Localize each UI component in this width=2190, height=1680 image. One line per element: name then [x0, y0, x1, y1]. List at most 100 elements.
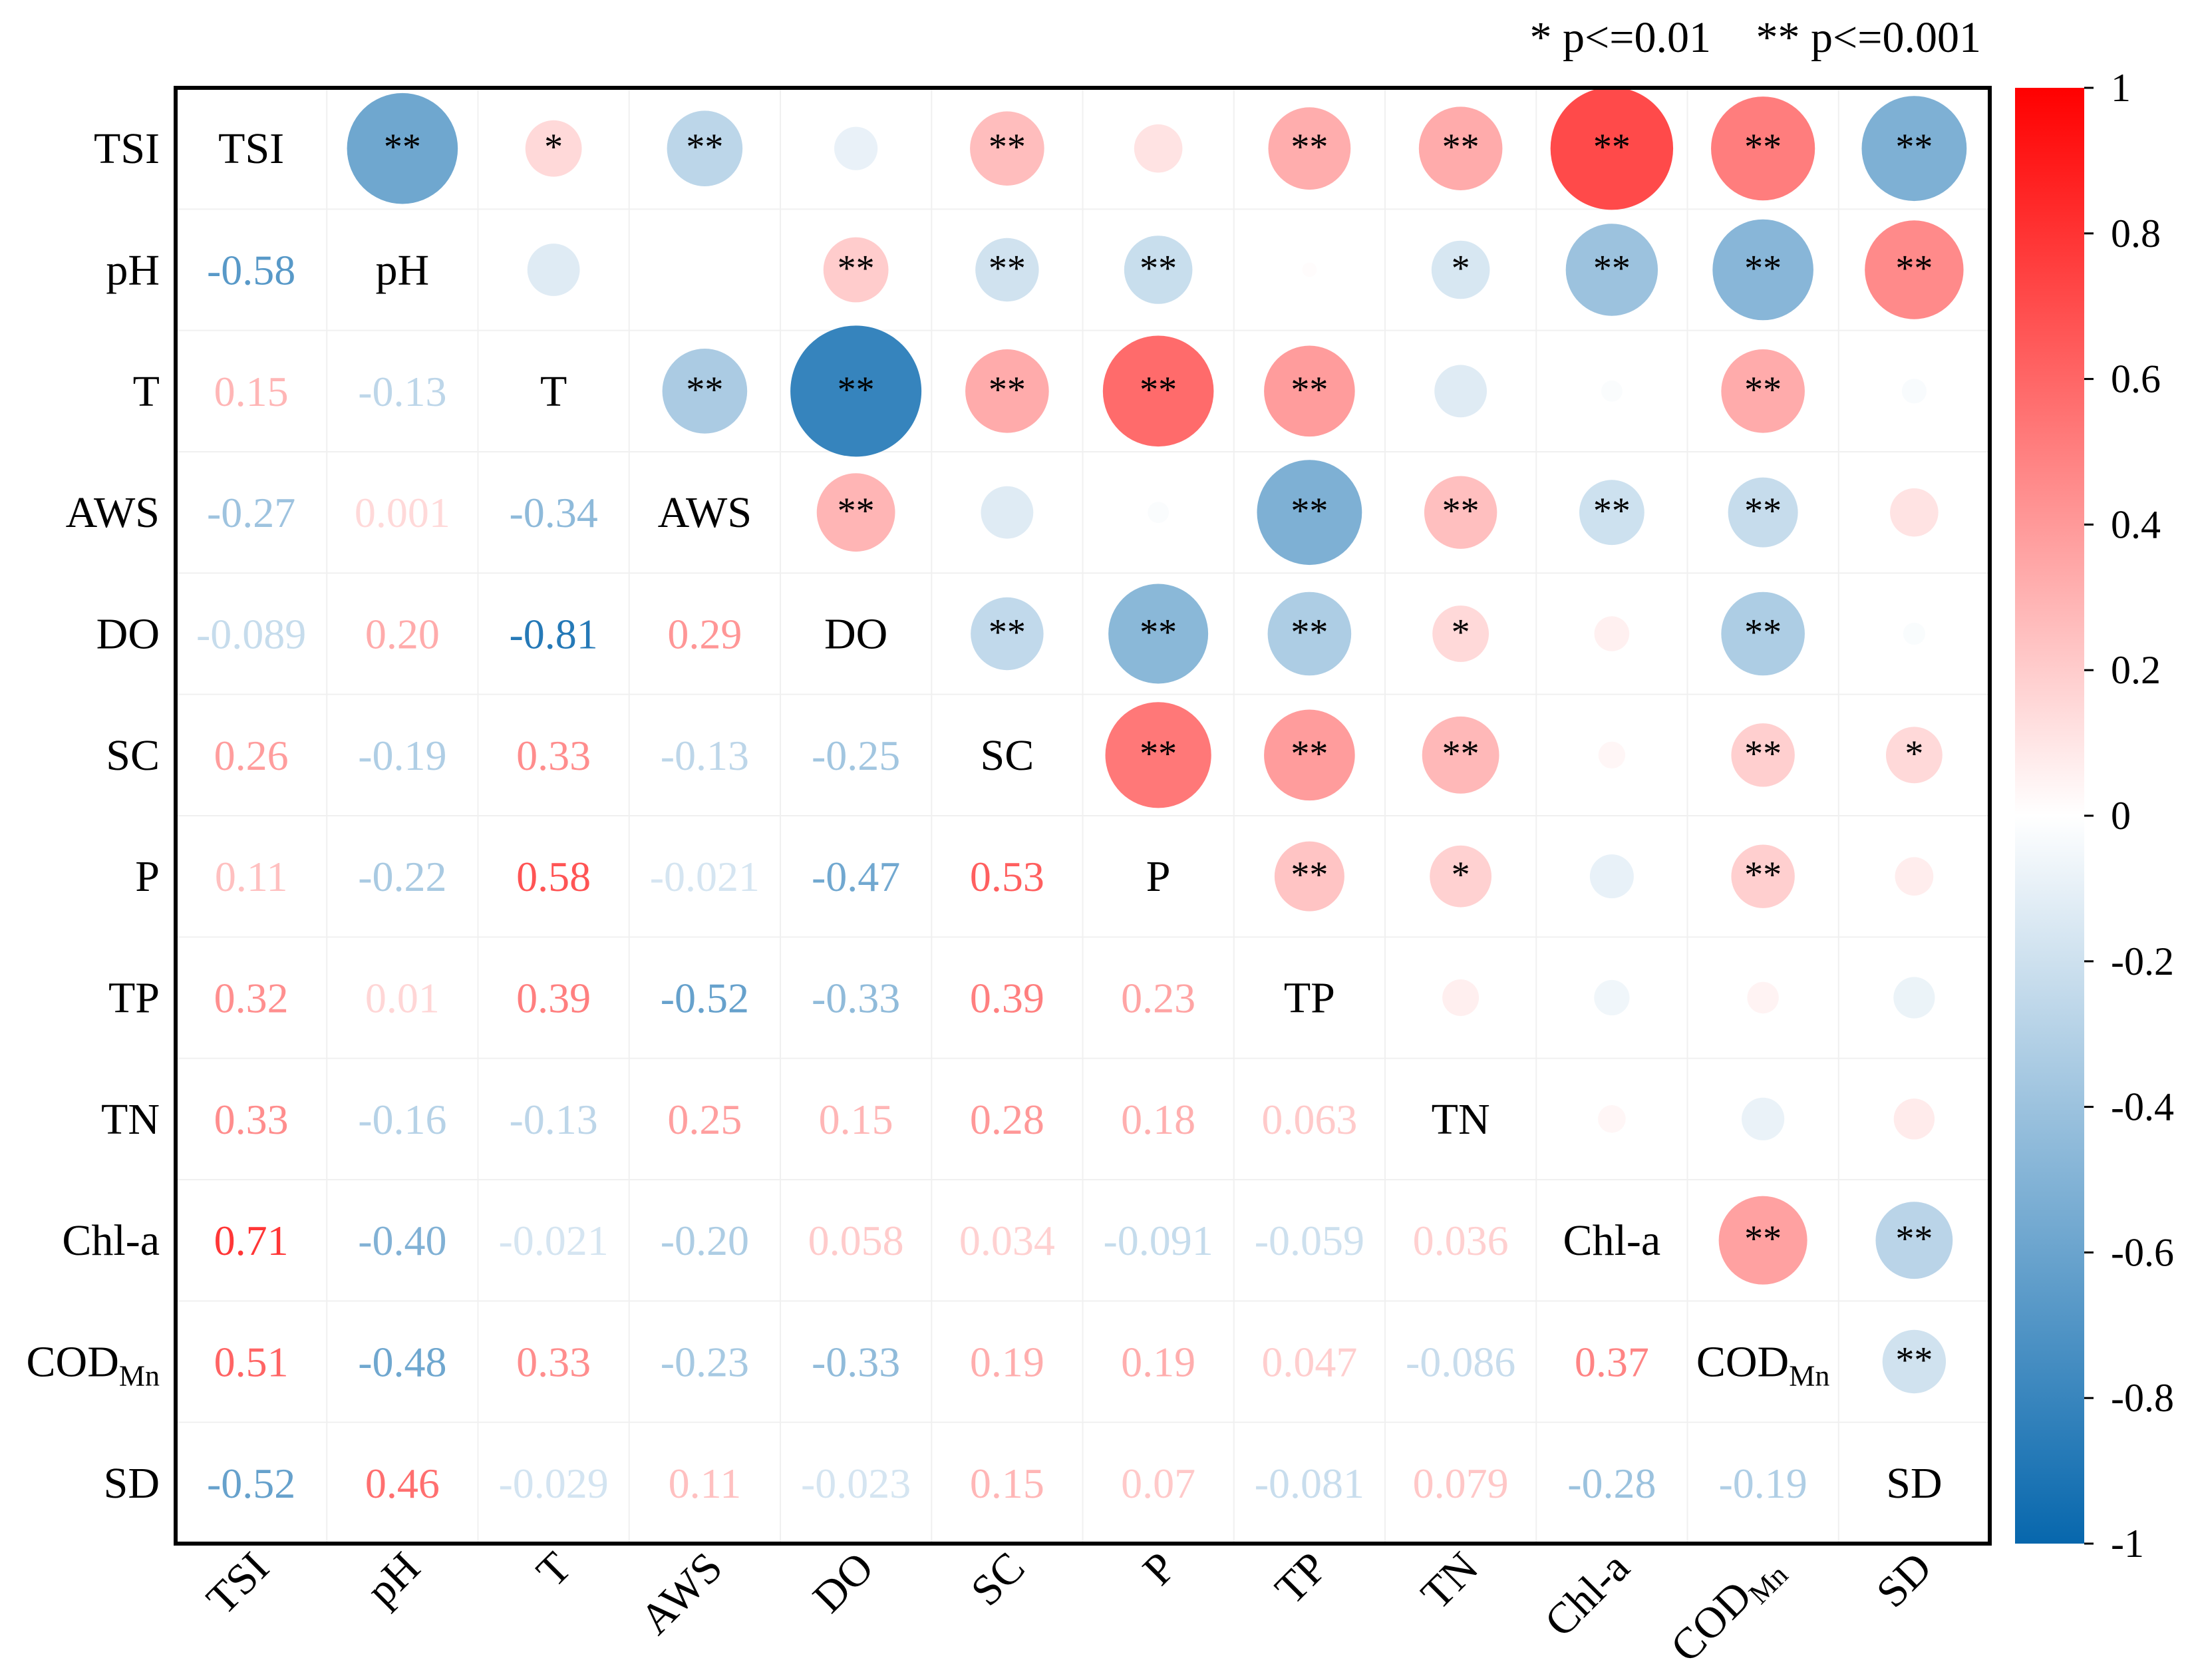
correlation-value: -0.091	[1103, 1217, 1213, 1264]
correlation-circle	[1893, 1098, 1935, 1140]
correlation-value: -0.27	[207, 489, 295, 536]
column-label: Chl-a	[1535, 1543, 1639, 1646]
significance-mark: *	[1905, 733, 1923, 774]
significance-mark: *	[1452, 612, 1470, 653]
column-labels: TSI pH T AWS DO SC P TP TN Chl-a CODMn SD	[198, 1543, 1941, 1676]
correlation-circle	[1434, 365, 1487, 418]
correlation-value: 0.32	[214, 975, 289, 1022]
correlation-circle	[1442, 979, 1480, 1016]
correlation-circle	[1731, 723, 1795, 787]
correlation-value: -0.19	[358, 732, 446, 779]
significance-mark: **	[989, 369, 1026, 411]
significance-mark: **	[1593, 248, 1631, 289]
significance-mark: **	[1744, 612, 1782, 653]
correlation-circle	[1550, 86, 1674, 210]
correlation-value: -0.81	[509, 611, 597, 658]
correlation-circle	[1721, 349, 1805, 433]
colorbar-gradient	[2015, 88, 2084, 1544]
correlation-circle	[1264, 345, 1355, 437]
correlation-circle	[823, 237, 889, 303]
correlation-circle	[1108, 584, 1209, 684]
correlation-value: 0.079	[1413, 1460, 1509, 1507]
colorbar-tick-label: 0.6	[2111, 357, 2161, 401]
correlation-value: 0.01	[365, 975, 440, 1022]
row-label: Chl-a	[62, 1216, 160, 1265]
correlation-value: 0.11	[215, 853, 288, 900]
correlation-value: -0.58	[207, 247, 295, 294]
correlation-value: -0.28	[1567, 1460, 1656, 1507]
correlation-value: 0.047	[1261, 1339, 1357, 1386]
correlation-circle	[1418, 106, 1503, 190]
correlation-circle	[667, 110, 743, 186]
correlation-circle	[1431, 240, 1490, 299]
correlation-circle	[347, 92, 458, 204]
correlation-value: 0.46	[365, 1460, 440, 1507]
diagonal-label: P	[1146, 852, 1171, 901]
colorbar-tick-label: 0.2	[2111, 648, 2161, 692]
correlation-value: -0.33	[812, 975, 900, 1022]
correlation-marks: TSI ** * ** ** ** ** ** ** **-0.58 pH ** ** ** * ** ** **…	[196, 86, 1967, 1508]
correlation-value: -0.19	[1718, 1460, 1807, 1507]
correlation-circle	[1302, 262, 1317, 277]
column-label: AWS	[631, 1543, 732, 1644]
column-label: SD	[1867, 1543, 1941, 1617]
correlation-value: 0.18	[1121, 1096, 1195, 1143]
correlation-circle	[662, 349, 748, 434]
correlation-value: -0.47	[812, 853, 900, 900]
correlation-circle	[1565, 224, 1658, 316]
correlation-circle	[965, 349, 1049, 433]
correlation-value: 0.11	[669, 1460, 742, 1507]
correlation-circle	[1594, 616, 1630, 651]
diagonal-label: DO	[824, 610, 887, 659]
legend-single-star: * p<=0.01	[1530, 13, 1711, 62]
correlation-value: -0.48	[358, 1339, 446, 1386]
diagonal-label: Chl-a	[1563, 1216, 1661, 1265]
correlation-circle	[1124, 236, 1193, 304]
correlation-circle	[1601, 380, 1623, 402]
significance-mark: **	[1442, 733, 1480, 774]
correlation-value: 0.33	[214, 1096, 289, 1143]
column-label: TP	[1266, 1543, 1336, 1613]
correlation-value: -0.023	[801, 1460, 911, 1507]
correlation-circle	[1422, 716, 1499, 794]
correlation-circle	[1885, 727, 1943, 784]
significance-mark: *	[1452, 854, 1470, 896]
correlation-value: 0.53	[970, 853, 1044, 900]
correlation-value: 0.37	[1575, 1339, 1649, 1386]
correlation-value: -0.089	[196, 611, 306, 658]
row-label: TP	[108, 974, 160, 1023]
significance-mark: **	[1895, 248, 1933, 289]
significance-mark: **	[1744, 733, 1782, 774]
significance-mark: **	[1744, 369, 1782, 411]
correlation-circle	[1264, 709, 1355, 801]
diagonal-label: AWS	[658, 488, 752, 537]
diagonal-label: TN	[1432, 1095, 1490, 1144]
correlation-value: -0.33	[812, 1339, 900, 1386]
significance-mark: **	[838, 490, 875, 532]
correlation-value: -0.23	[661, 1339, 749, 1386]
diagonal-label: SD	[1886, 1459, 1942, 1508]
correlation-circle	[834, 126, 878, 170]
correlation-circle	[1721, 591, 1805, 676]
column-label: TN	[1412, 1543, 1487, 1619]
diagonal-label: TSI	[218, 124, 284, 173]
significance-mark: **	[1140, 733, 1177, 774]
correlation-circle	[1865, 220, 1964, 319]
correlation-value: -0.52	[661, 975, 749, 1022]
significance-mark: **	[1291, 369, 1328, 411]
correlation-value: -0.20	[661, 1217, 749, 1264]
correlation-value: -0.22	[358, 853, 446, 900]
correlation-circle	[971, 597, 1044, 671]
correlation-circle	[1903, 622, 1925, 645]
significance-mark: **	[1744, 248, 1782, 289]
significance-mark: **	[1442, 490, 1480, 532]
column-label: DO	[804, 1543, 883, 1622]
colorbar: 1 0.8 0.6 0.4 0.2 0 -0.2 -0.4 -0.6 -0.8 -1	[2015, 66, 2174, 1566]
correlation-value: 0.20	[365, 611, 440, 658]
significance-mark: **	[1895, 1340, 1933, 1381]
colorbar-tick-label: -0.2	[2111, 939, 2174, 983]
column-label: CODMn	[1661, 1543, 1794, 1676]
correlation-value: -0.13	[509, 1096, 597, 1143]
row-labels: TSI pH T AWS DO SC P TP TN Chl-a CODMn SD	[27, 124, 160, 1508]
correlation-circle	[1742, 1097, 1785, 1140]
